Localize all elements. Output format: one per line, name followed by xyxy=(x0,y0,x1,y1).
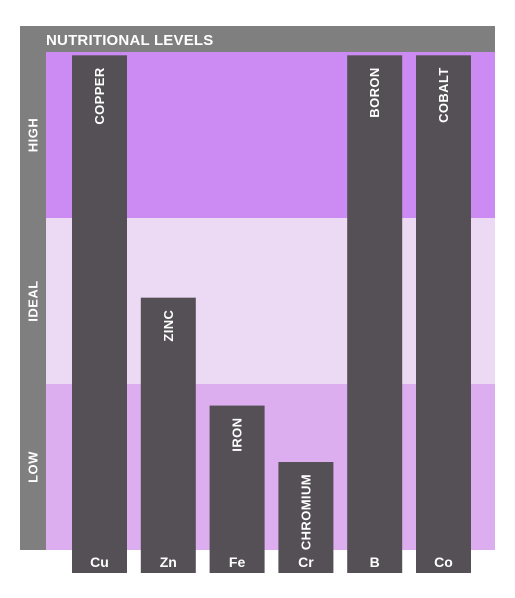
category-tick-b: B xyxy=(370,554,380,570)
category-tick-zn: Zn xyxy=(160,554,177,570)
category-tick-cr: Cr xyxy=(298,554,314,570)
bar-zn xyxy=(140,297,196,573)
bar-label-cr: CHROMIUM xyxy=(298,474,313,550)
band-label-strip xyxy=(20,26,46,550)
band-label-high: HIGH xyxy=(26,118,41,153)
band-label-low: LOW xyxy=(26,451,41,483)
bar-cu xyxy=(72,55,127,573)
title-strip xyxy=(20,26,495,52)
bar-cr xyxy=(278,462,334,573)
category-tick-fe: Fe xyxy=(229,554,246,570)
bar-fe xyxy=(209,405,265,573)
bar-series: COPPER Cu ZINC Zn IRON Fe CHROMIUM Cr BORON B COBA… xyxy=(72,55,471,573)
bar-label-fe: IRON xyxy=(230,418,245,452)
bar-co xyxy=(416,55,471,573)
category-tick-co: Co xyxy=(434,554,453,570)
bar-label-cu: COPPER xyxy=(92,67,107,125)
level-band-labels: LOW IDEAL HIGH xyxy=(26,118,41,483)
chart-title: NUTRITIONAL LEVELS xyxy=(46,32,214,49)
bar-label-co: COBALT xyxy=(436,67,451,123)
band-label-ideal: IDEAL xyxy=(26,280,41,322)
category-tick-cu: Cu xyxy=(90,554,109,570)
bar-label-b: BORON xyxy=(367,67,382,117)
bar-label-zn: ZINC xyxy=(161,309,176,341)
bar-b xyxy=(347,55,403,573)
